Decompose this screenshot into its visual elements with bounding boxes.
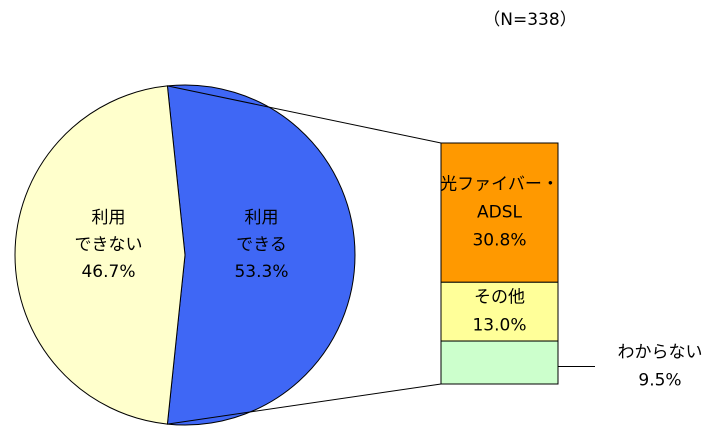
chart-note: （N=338） [483, 10, 576, 30]
bar-label: その他 [474, 288, 525, 308]
bar-segment [440, 281, 559, 342]
pie-slice [14, 85, 186, 425]
connector-line [167, 85, 442, 144]
bar-value-label: 9.5% [638, 371, 681, 391]
bar-value-label: 13.0% [472, 316, 526, 336]
connector-line [167, 383, 442, 425]
bar-segment [440, 340, 559, 385]
pie-value-label: 53.3% [234, 262, 288, 282]
bar-label: ADSL [477, 203, 523, 223]
bar-segment [440, 142, 559, 283]
pie-label: 利用 [245, 208, 279, 228]
bar-label: わからない [618, 343, 703, 363]
bar-label: 光ファイバー・ [440, 175, 559, 195]
pie-slice [166, 84, 356, 426]
pie-label: できる [236, 235, 287, 255]
pie-value-label: 46.7% [81, 262, 135, 282]
bar-value-label: 30.8% [472, 231, 526, 251]
pie-label: できない [75, 235, 143, 255]
pie-label: 利用 [92, 208, 126, 228]
